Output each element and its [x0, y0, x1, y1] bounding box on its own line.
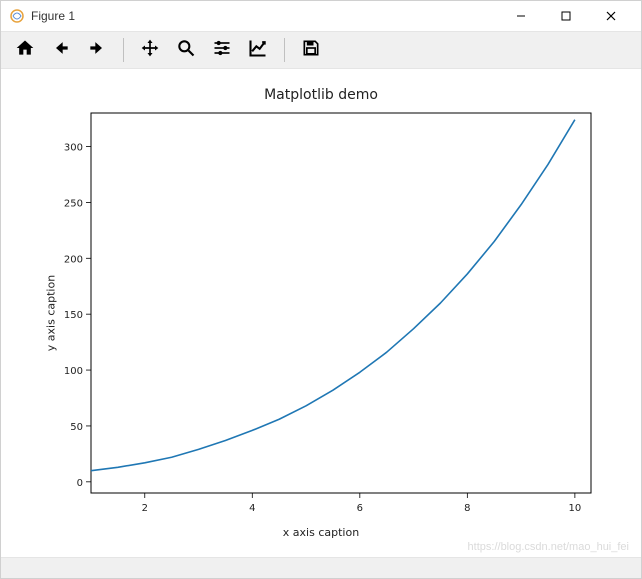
svg-text:200: 200 [64, 254, 83, 265]
zoom-icon [176, 38, 196, 63]
forward-arrow-icon [87, 38, 107, 63]
home-icon [15, 38, 35, 63]
zoom-button[interactable] [168, 34, 204, 66]
plot-svg: 246810050100150200250300 [1, 69, 641, 557]
svg-text:50: 50 [70, 422, 83, 433]
statusbar [1, 557, 641, 578]
toolbar [1, 31, 641, 69]
svg-text:250: 250 [64, 198, 83, 209]
toolbar-separator [284, 38, 285, 62]
svg-text:4: 4 [249, 503, 255, 514]
close-button[interactable] [588, 1, 633, 31]
forward-button[interactable] [79, 34, 115, 66]
pan-button[interactable] [132, 34, 168, 66]
edit-axes-button[interactable] [240, 34, 276, 66]
back-button[interactable] [43, 34, 79, 66]
maximize-button[interactable] [543, 1, 588, 31]
save-icon [301, 38, 321, 63]
svg-text:100: 100 [64, 366, 83, 377]
svg-text:6: 6 [357, 503, 363, 514]
svg-text:300: 300 [64, 143, 83, 154]
svg-text:2: 2 [142, 503, 148, 514]
configure-subplots-button[interactable] [204, 34, 240, 66]
pan-icon [140, 38, 160, 63]
titlebar: Figure 1 [1, 1, 641, 31]
minimize-button[interactable] [498, 1, 543, 31]
save-button[interactable] [293, 34, 329, 66]
window-title: Figure 1 [31, 9, 75, 23]
figure-canvas[interactable]: Matplotlib demo y axis caption x axis ca… [1, 69, 641, 557]
svg-text:10: 10 [569, 503, 582, 514]
home-button[interactable] [7, 34, 43, 66]
svg-text:150: 150 [64, 310, 83, 321]
sliders-icon [212, 38, 232, 63]
app-icon [9, 8, 25, 24]
svg-text:0: 0 [77, 478, 83, 489]
chart-edit-icon [248, 38, 268, 63]
svg-text:8: 8 [464, 503, 470, 514]
back-arrow-icon [51, 38, 71, 63]
toolbar-separator [123, 38, 124, 62]
